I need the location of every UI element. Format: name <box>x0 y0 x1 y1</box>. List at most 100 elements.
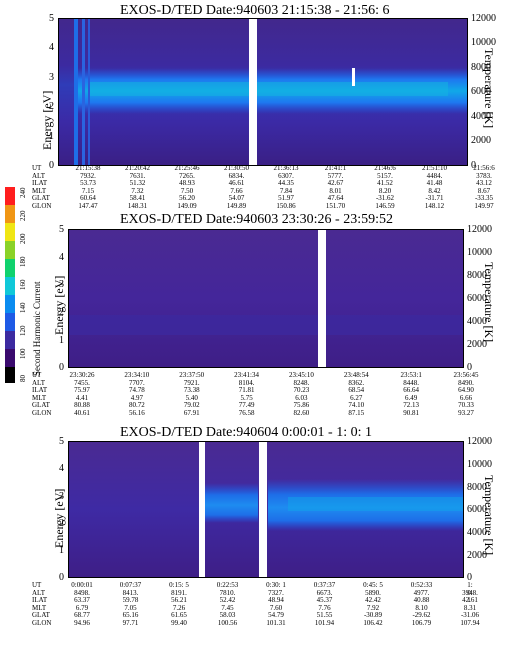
table-cell: 8.31 <box>463 603 477 612</box>
panel1-gap <box>249 18 257 166</box>
row-label-glon: GLON <box>32 201 52 210</box>
row-label-glat: GLAT <box>32 401 50 410</box>
table-cell: 7265. <box>179 171 195 180</box>
table-cell: 0:07:37 <box>119 581 142 589</box>
colorbar-tick-200: 200 <box>19 233 27 245</box>
panel3-ytick-0: 0 <box>59 572 64 583</box>
table-cell: 5890. <box>365 588 381 597</box>
table-cell: 6673. <box>316 588 333 597</box>
panel1-ytick-0: 0 <box>49 160 54 171</box>
panel3-orbit-table: UT 0:00:01 0:07:37 0:15: 5 0:22:53 0:30: 1 0:3… <box>32 581 480 628</box>
panel2-orbit-table: UT 23:30:26 23:34:10 23:37:50 23:41:34 23:45:… <box>32 371 478 418</box>
panel3-y2tick-4000: 4000 <box>467 527 487 538</box>
table-cell: 56.21 <box>171 596 187 605</box>
colorbar-tick-120: 120 <box>19 325 27 337</box>
table-cell: 73.38 <box>183 386 200 395</box>
panel3-y2tick-8000: 8000 <box>467 482 487 493</box>
table-cell: 23:48:54 <box>343 371 369 379</box>
table-cell: 40.61 <box>74 408 90 417</box>
table-cell: 8498. <box>74 588 90 597</box>
panel3-y2tick-2000: 2000 <box>467 550 487 561</box>
panel3-ytick-3: 3 <box>59 491 64 502</box>
panel1-plot <box>58 18 468 166</box>
table-cell: -31.06 <box>460 611 480 620</box>
table-cell: 93.27 <box>458 408 474 417</box>
table-cell: 7327. <box>268 588 284 597</box>
table-cell: 63.37 <box>74 596 90 605</box>
table-cell: 51.55 <box>316 611 333 620</box>
table-cell: 7.50 <box>180 186 194 195</box>
table-cell: 42.67 <box>327 179 344 188</box>
table-cell: 6.03 <box>295 393 308 402</box>
panel2-band <box>68 315 464 335</box>
table-cell: 7455. <box>74 378 90 387</box>
table-row: UT 21:15:38 21:20:42 21:25:46 21:30:50 21:36:… <box>32 164 495 173</box>
panel3-plot <box>68 441 464 578</box>
table-cell: 6.66 <box>459 393 473 402</box>
table-cell: 56.20 <box>179 194 195 203</box>
colorbar-seg-2 <box>5 223 15 241</box>
table-cell: 100.56 <box>217 618 238 627</box>
table-row: GLAT 60.64 58.41 56.20 54.07 51.97 47.64 -31.62… <box>32 194 493 203</box>
table-cell: 4.41 <box>75 393 89 402</box>
table-cell: 44.35 <box>278 179 294 188</box>
table-cell: 54.79 <box>268 611 284 620</box>
colorbar-seg-7 <box>5 313 15 331</box>
table-cell: 5.40 <box>185 393 198 402</box>
row-label-glon: GLON <box>32 408 52 417</box>
panel3-ytick-4: 4 <box>59 463 64 474</box>
panel3-title: EXOS-D/TED Date:940604 0:00:01 - 1: 0: 1 <box>120 425 372 440</box>
panel2-title: EXOS-D/TED Date:940603 23:30:26 - 23:59:… <box>120 212 393 227</box>
panel1-ytick-4: 4 <box>49 42 54 53</box>
table-cell: 7.32 <box>131 186 144 195</box>
table-cell: 94.96 <box>74 618 90 627</box>
table-cell: 6307. <box>278 171 294 180</box>
panel2-y2tick-4000: 4000 <box>467 316 487 327</box>
panel1-y2tick-4000: 4000 <box>471 111 491 122</box>
colorbar-seg-0 <box>5 187 15 205</box>
colorbar-tick-220: 220 <box>19 210 27 222</box>
table-cell: 149.09 <box>177 201 197 210</box>
row-label-ilat: ILAT <box>32 386 48 395</box>
table-cell: 106.79 <box>411 618 432 627</box>
table-cell: 21:46:6 <box>374 164 396 172</box>
table-cell: 147.47 <box>78 201 98 210</box>
table-cell: 7.84 <box>279 186 293 195</box>
colorbar-seg-3 <box>5 241 15 259</box>
table-cell: 56.16 <box>128 408 145 417</box>
panel2-frame <box>68 229 464 368</box>
table-cell: 146.59 <box>375 201 395 210</box>
row-label-ut: UT <box>32 371 42 379</box>
colorbar-seg-5 <box>5 277 15 295</box>
table-cell: 5157. <box>377 171 393 180</box>
table-cell: 7.15 <box>81 186 95 195</box>
table-row: MLT 4.41 4.97 5.40 5.75 6.03 6.27 6.49 6.66 <box>32 393 473 403</box>
table-cell: 0:15: 5 <box>169 581 189 589</box>
table-row: GLAT 80.88 80.72 79.02 77.49 75.86 74.10 72.13 7… <box>32 401 474 410</box>
row-label-ilat: ILAT <box>32 596 48 605</box>
panel3-y2tick-6000: 6000 <box>467 504 487 515</box>
table-cell: 67.91 <box>183 408 200 417</box>
table-cell: 7810. <box>219 588 236 597</box>
panel1-ytick-5: 5 <box>49 13 54 24</box>
table-cell: 8.10 <box>415 603 428 612</box>
table-cell: 76.58 <box>238 408 255 417</box>
table-cell: 66.64 <box>403 386 420 395</box>
table-cell: 53.73 <box>80 179 96 188</box>
table-cell: 149.97 <box>474 201 494 210</box>
table-cell: 82.60 <box>293 408 310 417</box>
table-cell: 21:51:10 <box>422 164 447 172</box>
table-cell: 8.42 <box>428 186 441 195</box>
table-cell: 21:15:38 <box>75 164 101 172</box>
table-cell: 0:45: 5 <box>363 581 383 589</box>
panel3-ytick-2: 2 <box>59 518 64 529</box>
row-label-alt: ALT <box>32 171 45 180</box>
colorbar-tick-100: 100 <box>19 348 27 360</box>
table-cell: 3948. <box>462 588 478 597</box>
panel2-y2tick-10000: 10000 <box>467 247 492 258</box>
table-cell: 21:36:13 <box>273 164 299 172</box>
table-cell: 48.93 <box>179 179 195 188</box>
colorbar-seg-10 <box>5 367 15 383</box>
table-row: ILAT 53.73 51.32 48.93 46.61 44.35 42.67 41.52 4… <box>32 179 492 188</box>
panel1-ytick-2: 2 <box>49 101 54 112</box>
